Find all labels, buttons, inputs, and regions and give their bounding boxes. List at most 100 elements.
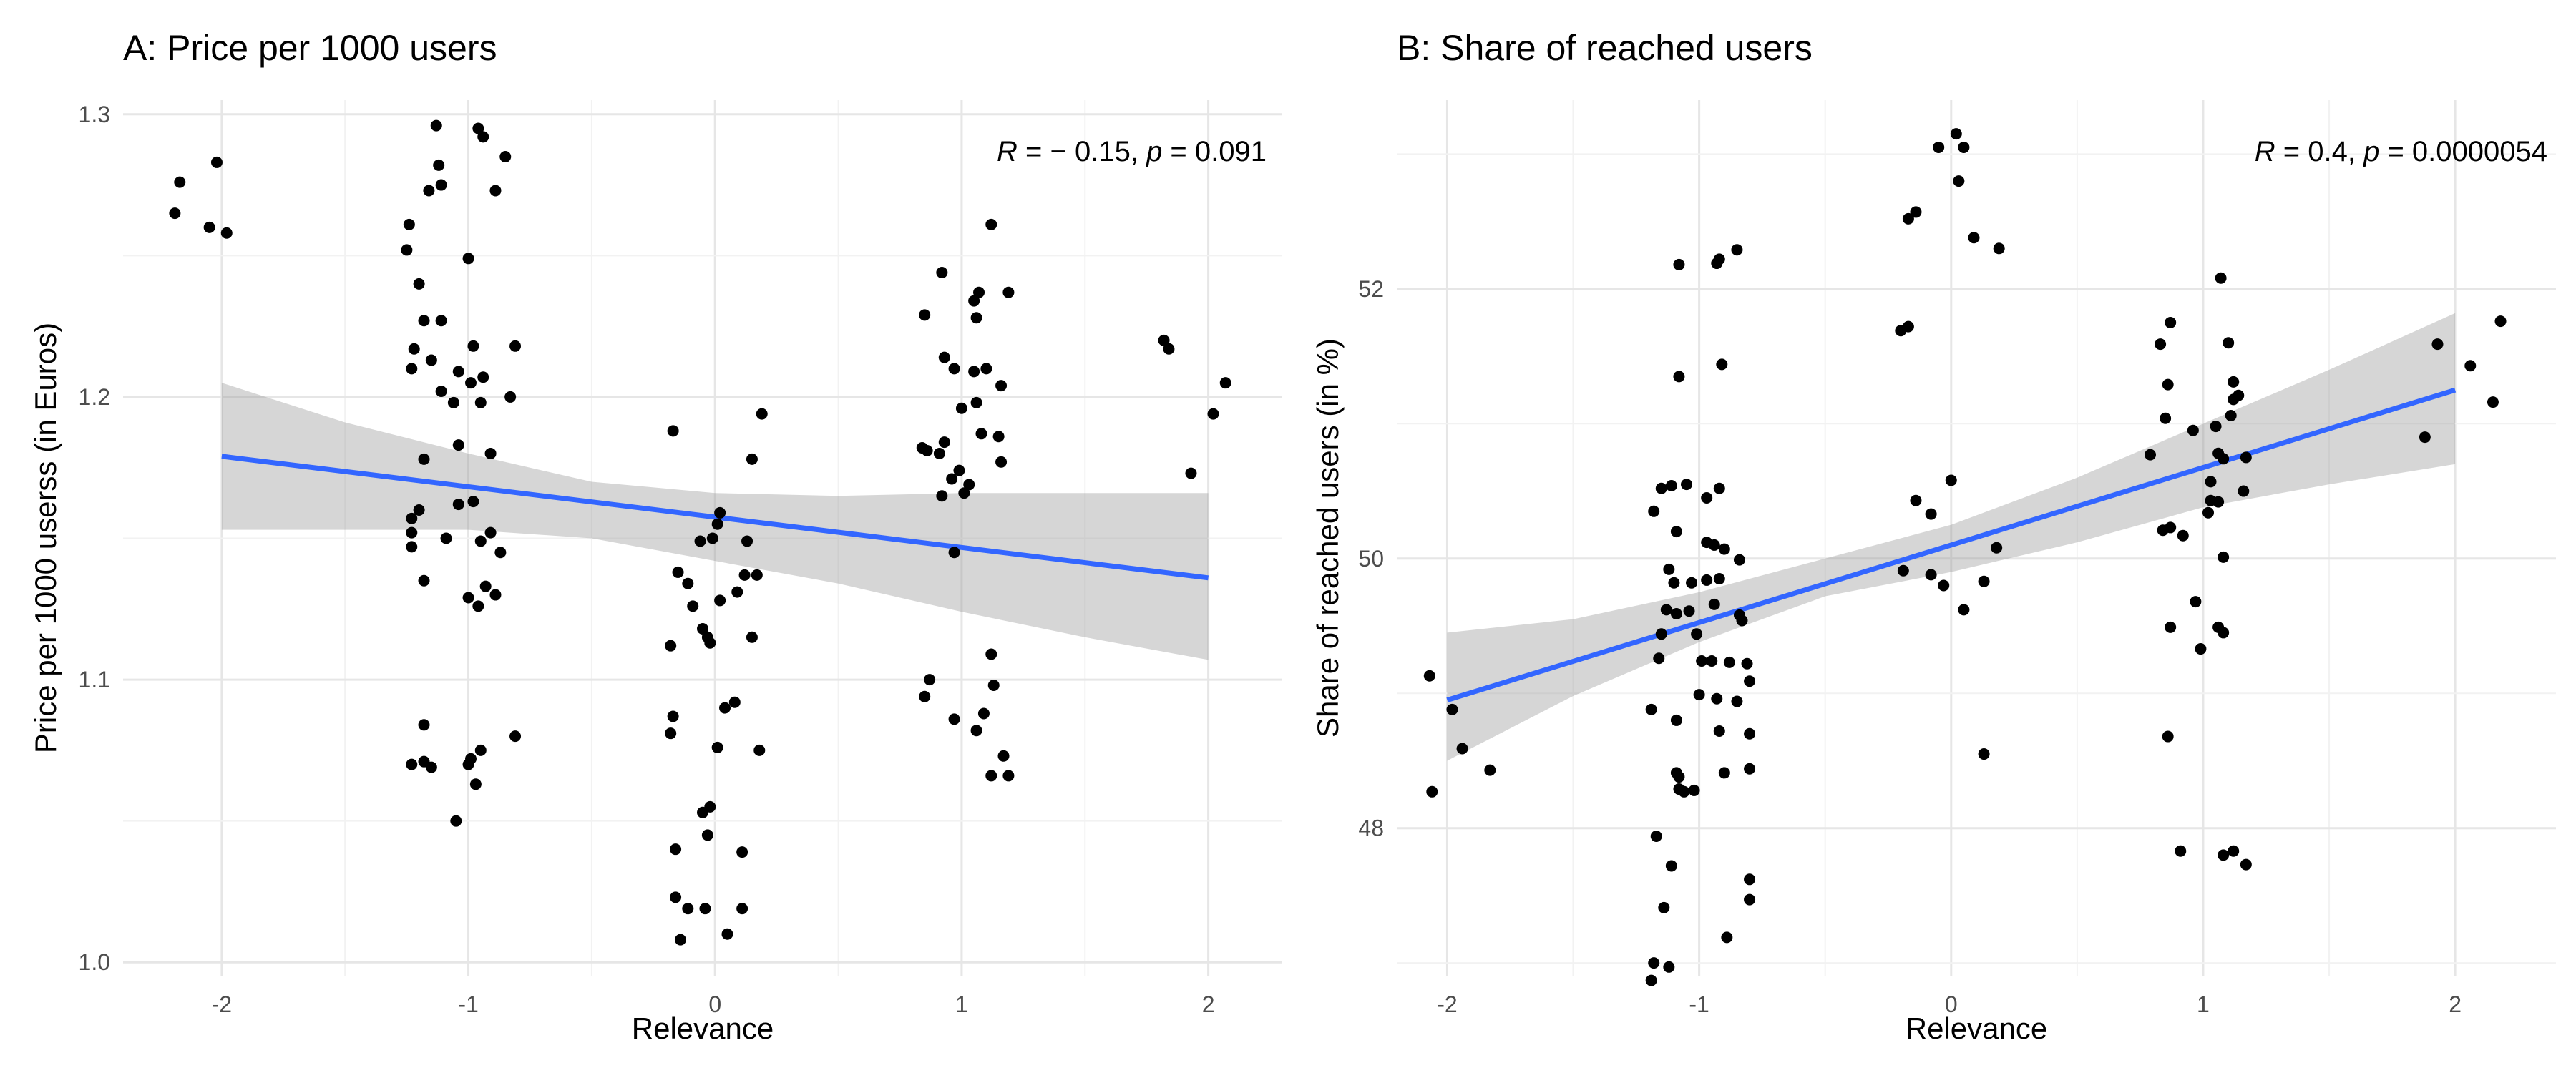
panel-a-data-point bbox=[408, 343, 420, 355]
panel-b-data-point bbox=[1673, 771, 1685, 783]
panel-b-data-point bbox=[2162, 378, 2174, 391]
panel-a-data-point bbox=[665, 727, 677, 740]
panel-a-data-point bbox=[704, 637, 716, 649]
panel-b-data-point bbox=[1925, 569, 1937, 581]
panel-a-data-point bbox=[919, 309, 931, 321]
panel-a-data-point bbox=[435, 179, 447, 191]
panel-a-data-point bbox=[489, 589, 502, 601]
panel-a-data-point bbox=[403, 218, 415, 230]
panel-a-data-point bbox=[980, 363, 992, 375]
panel-b-p-value: = 0.0000054 bbox=[2379, 136, 2547, 167]
panel-b-x-tick-label: 0 bbox=[1945, 991, 1958, 1017]
panel-a-x-tick-label: 0 bbox=[708, 991, 721, 1017]
panel-a-data-point bbox=[465, 377, 477, 389]
panel-b-data-point bbox=[2228, 845, 2240, 857]
panel-b-data-point bbox=[1938, 579, 1950, 592]
panel-a-data-point bbox=[462, 253, 474, 265]
panel-b-data-point bbox=[1731, 244, 1743, 256]
panel-a-data-point bbox=[447, 396, 459, 408]
panel-a-correlation-label: R = − 0.15, p = 0.091 bbox=[997, 136, 1267, 167]
panel-a-data-point bbox=[706, 532, 718, 544]
panel-b-data-point bbox=[2228, 376, 2240, 388]
panel-b-r-value: = 0.4, bbox=[2275, 136, 2363, 167]
panel-a-y-tick-label: 1.1 bbox=[79, 667, 110, 692]
panel-a-data-point bbox=[921, 445, 933, 456]
panel-b-data-point bbox=[1426, 785, 1438, 798]
panel-a-data-point bbox=[210, 156, 223, 168]
panel-b-data-point bbox=[1741, 657, 1753, 670]
panel-a-data-point bbox=[738, 569, 751, 581]
panel-a-data-point bbox=[484, 526, 497, 539]
panel-a-data-point bbox=[948, 713, 960, 725]
panel-b-data-point bbox=[1663, 961, 1675, 973]
panel-b-data-point bbox=[1655, 482, 1667, 494]
panel-a-data-point bbox=[741, 535, 753, 547]
panel-b-data-point bbox=[2177, 529, 2189, 542]
panel-b-data-point bbox=[1668, 577, 1680, 589]
panel-b-data-point bbox=[1945, 474, 1957, 486]
panel-a-data-point bbox=[1219, 377, 1231, 389]
panel-b-data-point bbox=[1731, 695, 1743, 707]
panel-a-data-point bbox=[975, 428, 987, 440]
panel-a-data-point bbox=[756, 408, 768, 420]
panel-a-data-point bbox=[970, 725, 982, 737]
panel-a-x-tick-labels: -2 -1 0 1 2 bbox=[212, 991, 1215, 1017]
panel-a-data-point bbox=[958, 487, 970, 499]
panel-a-data-point bbox=[1158, 334, 1170, 346]
panel-a-data-point bbox=[452, 499, 464, 511]
panel-a-data-point bbox=[753, 744, 766, 756]
panel-a-data-point bbox=[433, 159, 445, 171]
panel-a-data-point bbox=[406, 526, 418, 539]
panel-a-data-point bbox=[985, 648, 997, 660]
panel-b-data-point bbox=[1958, 141, 1970, 153]
panel-a-data-point bbox=[670, 843, 682, 856]
panel-a-data-point bbox=[425, 761, 437, 773]
panel-a-data-point bbox=[425, 354, 437, 366]
panel-b-data-point bbox=[2205, 494, 2217, 506]
panel-a-data-point bbox=[504, 391, 517, 403]
panel-a-data-point bbox=[704, 800, 716, 813]
panel-b-data-point bbox=[1733, 609, 1745, 621]
panel-a-p-symbol: p bbox=[1146, 136, 1162, 167]
panel-a-data-point bbox=[452, 366, 464, 378]
panel-b-data-point bbox=[1648, 505, 1660, 517]
panel-b-data-point bbox=[1718, 767, 1730, 779]
panel-b-data-point bbox=[1648, 957, 1660, 969]
panel-a-data-point bbox=[489, 185, 502, 197]
panel-a-data-point bbox=[435, 386, 447, 398]
panel-b-data-point bbox=[1933, 141, 1945, 153]
panel-a-data-point bbox=[731, 586, 743, 598]
panel-b-data-point bbox=[1958, 604, 1970, 616]
panel-a-data-point bbox=[699, 903, 711, 915]
panel-b-data-point bbox=[1744, 893, 1756, 906]
panel-b-data-point bbox=[1744, 763, 1756, 775]
panel-a-data-point bbox=[413, 278, 425, 290]
panel-a-y-axis-title: Price per 1000 userss (in Euros) bbox=[29, 323, 62, 753]
panel-a-x-tick-label: 1 bbox=[955, 991, 968, 1017]
panel-b-data-point bbox=[2162, 730, 2174, 743]
panel-b-data-point bbox=[1744, 727, 1756, 740]
panel-b-data-point bbox=[1968, 232, 1980, 244]
panel-a-data-point bbox=[406, 363, 418, 375]
panel-a-data-point bbox=[714, 594, 726, 607]
panel-a-data-point bbox=[697, 622, 708, 635]
panel-b-data-point bbox=[1658, 901, 1670, 913]
panel-b-data-point bbox=[1713, 482, 1725, 494]
panel-b-data-point bbox=[1665, 860, 1677, 872]
panel-b-data-point bbox=[1978, 748, 1990, 760]
panel-a-data-point bbox=[667, 425, 679, 437]
panel-a-data-point bbox=[963, 479, 975, 491]
panel-b-data-point bbox=[2145, 449, 2156, 461]
panel-b-data-point bbox=[2160, 412, 2172, 424]
panel-a-data-point bbox=[672, 566, 684, 578]
panel-b-data-point bbox=[1711, 692, 1723, 705]
panel-b-data-point bbox=[2165, 621, 2177, 633]
panel-a-data-point bbox=[997, 750, 1010, 762]
panel-b-y-tick-label: 52 bbox=[1358, 276, 1384, 302]
panel-a-data-point bbox=[924, 674, 936, 686]
panel-b-data-point bbox=[1663, 563, 1675, 575]
panel-a-data-point bbox=[736, 846, 748, 858]
panel-b-data-point bbox=[2431, 338, 2444, 351]
panel-b-data-point bbox=[2175, 845, 2187, 857]
